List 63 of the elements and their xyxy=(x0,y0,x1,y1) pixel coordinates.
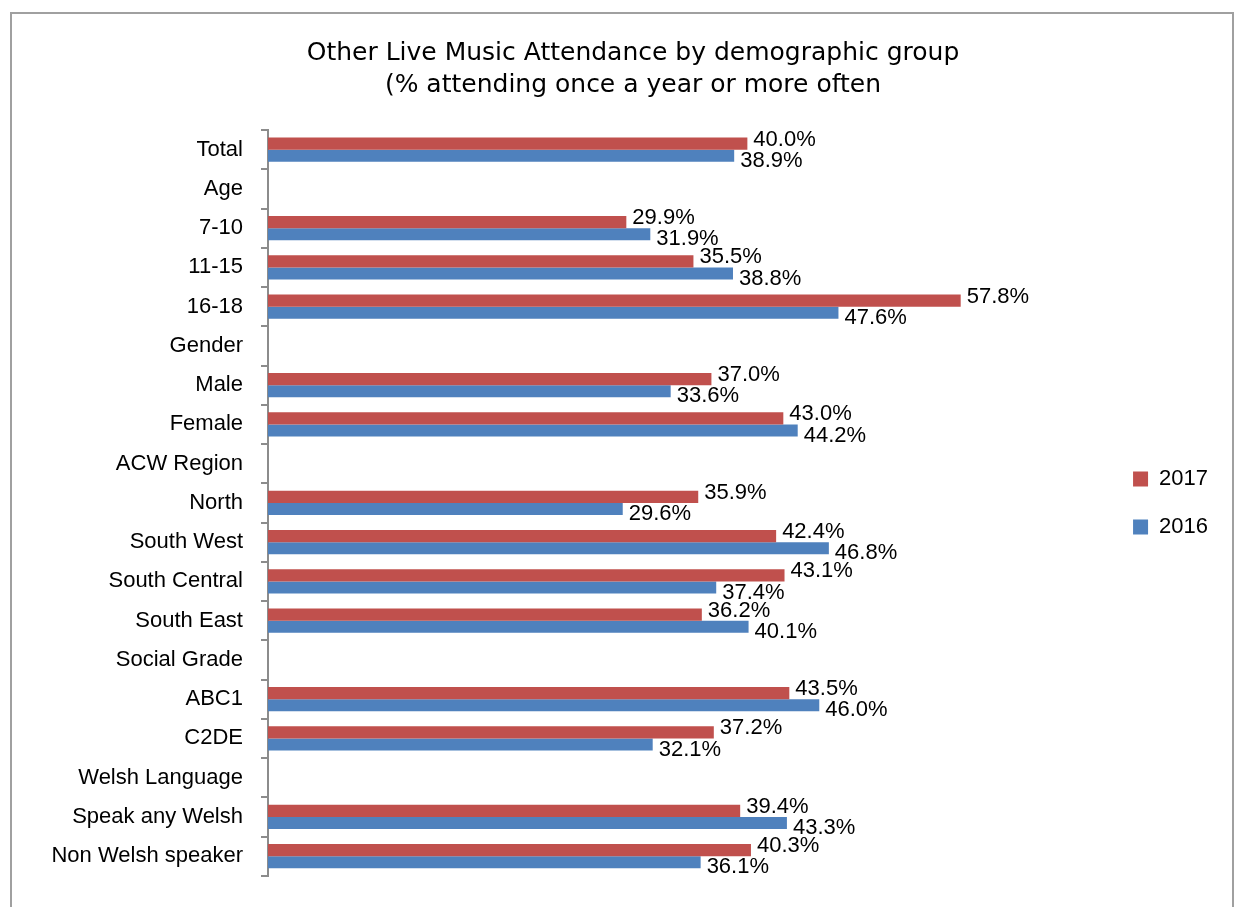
y-tick-label: Gender xyxy=(169,331,243,357)
y-tick-label: South West xyxy=(129,528,243,554)
bar xyxy=(268,581,717,594)
y-tick-label: Welsh Language xyxy=(78,763,243,789)
y-tick-label: South Central xyxy=(108,567,243,593)
bar xyxy=(268,137,748,150)
y-tick-label: Speak any Welsh xyxy=(72,802,243,828)
bar xyxy=(268,412,784,425)
bar xyxy=(268,149,735,162)
bar xyxy=(268,844,751,857)
data-label: 38.8% xyxy=(738,264,802,290)
data-label: 32.1% xyxy=(658,735,722,761)
bar xyxy=(268,856,701,869)
bar xyxy=(268,816,787,830)
bar xyxy=(268,569,785,582)
y-tick-label: Female xyxy=(169,410,243,436)
y-tick-label: South East xyxy=(135,606,243,632)
y-tick-label: Age xyxy=(203,174,243,200)
data-label: 57.8% xyxy=(966,282,1030,308)
bar xyxy=(268,424,798,437)
legend-label: 2016 xyxy=(1159,512,1209,538)
y-tick-label: 16-18 xyxy=(186,292,243,318)
bar xyxy=(268,529,777,543)
bar xyxy=(268,687,790,700)
bar xyxy=(268,255,694,268)
data-label: 29.9% xyxy=(632,204,695,230)
bar xyxy=(268,726,714,739)
data-label: 47.6% xyxy=(844,303,907,329)
bar xyxy=(268,294,961,307)
chart-subtitle: (% attending once a year or more often xyxy=(384,68,882,98)
bar xyxy=(268,542,829,555)
data-label: 42.4% xyxy=(782,518,845,544)
y-tick-label: Social Grade xyxy=(115,645,243,671)
bar xyxy=(268,738,653,751)
bar xyxy=(268,620,749,633)
y-tick-label: Non Welsh speaker xyxy=(51,842,243,868)
bar xyxy=(268,228,651,241)
y-tick-label: North xyxy=(189,488,243,514)
y-tick-label: ACW Region xyxy=(115,449,243,475)
legend-label: 2017 xyxy=(1159,464,1209,490)
bar xyxy=(268,306,839,319)
data-label: 35.9% xyxy=(704,478,767,504)
bar xyxy=(268,267,733,280)
bar xyxy=(268,385,671,398)
y-tick-label: 11-15 xyxy=(188,253,243,279)
y-tick-label: 7-10 xyxy=(198,214,243,240)
data-label: 40.1% xyxy=(754,617,817,643)
chart-title: Other Live Music Attendance by demographic group xyxy=(306,36,960,66)
y-tick-label: ABC1 xyxy=(185,685,243,711)
bar xyxy=(268,502,623,516)
bar xyxy=(268,490,699,503)
bar xyxy=(268,608,702,621)
y-tick-label: Male xyxy=(195,371,243,397)
bar xyxy=(268,215,627,229)
y-tick-label: Total xyxy=(196,135,243,161)
data-label: 37.2% xyxy=(719,714,783,740)
data-label: 29.6% xyxy=(628,500,692,526)
bar xyxy=(268,372,712,386)
bar xyxy=(268,804,741,817)
y-tick-label: C2DE xyxy=(184,724,243,750)
data-label: 36.1% xyxy=(706,853,770,879)
data-label: 39.4% xyxy=(746,792,809,818)
bar xyxy=(268,699,820,712)
